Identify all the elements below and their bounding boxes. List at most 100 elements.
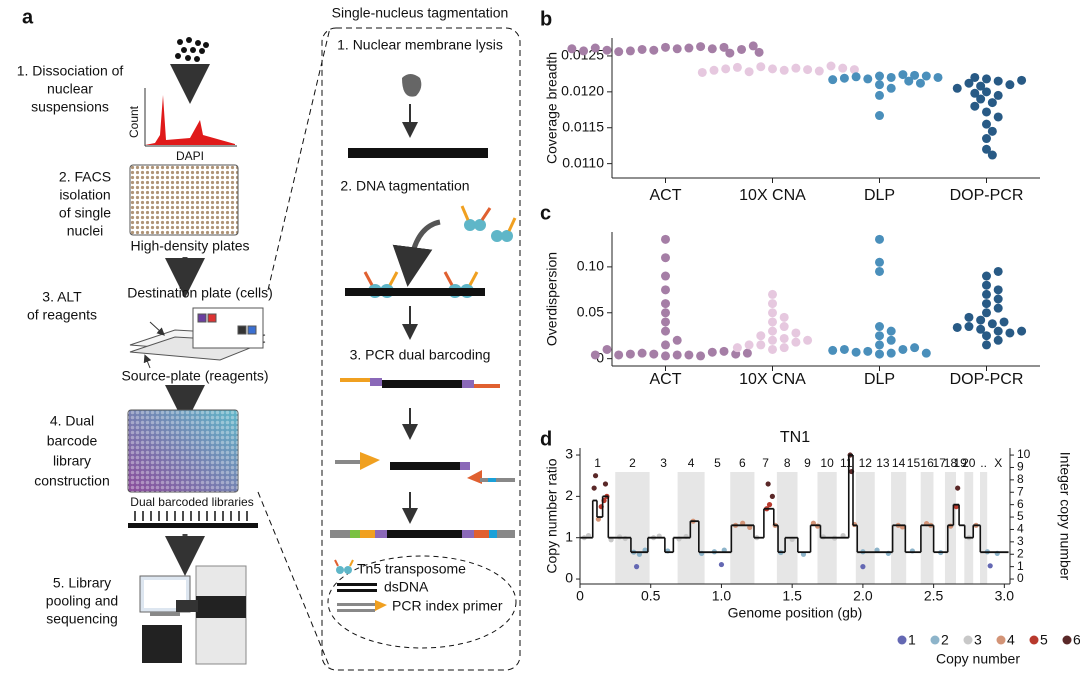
chromosome-label: 4 [688,456,695,470]
swarm-point [768,299,777,309]
plate-icon [129,164,239,236]
dashed-box [321,27,521,671]
swarm-point [838,63,848,73]
copy-point [633,564,640,570]
zoom-line [267,27,331,291]
nucleus-icon [402,74,422,97]
step-text: 1. Dissociation of [17,63,124,79]
swarm-point [649,349,659,359]
swarm-point [952,322,962,332]
swarm-point [875,71,884,81]
chromosome-band [855,472,875,584]
swarm-point [748,41,758,51]
y-tick-label: 3 [565,446,573,462]
step-text: suspensions [31,99,109,115]
step-text: 3. ALT [42,289,82,305]
swarm-point [993,303,1003,313]
dna-bar [348,148,488,158]
arrow [392,219,441,287]
swarm-point [719,42,729,52]
y-axis-label: Copy number ratio [544,458,560,573]
box-title: Single-nucleus tagmentation [332,5,509,21]
y-tick-label: 0.0120 [561,83,604,99]
swarm-point [987,150,997,160]
swarm-point [952,83,962,93]
construct [335,452,515,484]
swarm-point [661,326,670,336]
swarm-point [602,344,612,354]
y2-tick-label: 9 [1017,460,1024,474]
chromosome-band [906,472,921,584]
zoom-line [257,491,331,669]
swarm-point [707,347,717,357]
swarm-point [661,42,670,52]
x-tick-label: 1.5 [782,588,802,604]
swarm-point [625,46,635,56]
legend-text: 3 [974,632,982,648]
chromosome-label: 8 [784,456,791,470]
swarm-point [1017,326,1027,336]
chromosome-band [580,472,615,584]
x-tick-label: 2.0 [853,588,873,604]
x-tick-label: DOP-PCR [950,371,1024,388]
swarm-point [567,44,577,54]
swarm-point [590,350,600,360]
swarm-point [725,48,735,58]
copy-point [592,473,599,479]
swarm-point [614,350,624,360]
y-tick-label: 0.0115 [562,118,604,134]
swarm-point [993,266,1003,276]
step-text: isolation [59,187,110,203]
chromosome-band [817,472,837,584]
caption: Destination plate (cells) [127,285,273,301]
y2-tick-label: 7 [1017,484,1024,498]
swarm-point [976,315,986,325]
legend-swatch [930,635,940,645]
panel-label: c [540,202,551,224]
panel-label: d [540,428,552,450]
y2-tick-label: 0 [1017,571,1024,585]
chromosome-label: 9 [804,456,811,470]
swarm-point [661,299,670,309]
swarm-point [661,308,670,318]
swarm-point [828,345,838,355]
swarm-point [661,234,670,244]
swarm-point [849,65,859,75]
copy-point [860,564,866,570]
swarm-point [976,81,986,91]
copy-point [955,485,961,491]
swarm-point [875,340,884,350]
swarm-point [982,308,991,318]
copy-point [766,502,773,508]
swarm-point [661,317,670,327]
tn5-icons [363,205,517,298]
swarm-point [828,75,838,85]
swarm-point [982,144,991,154]
legend-text: 5 [1040,632,1048,648]
swarm-point [993,285,1003,295]
step-text: 5. Library [53,575,111,591]
swarm-point [970,101,980,111]
swarm-point [768,326,777,336]
swarm-point [976,94,986,104]
swarm-point [661,271,670,281]
legend-text: 4 [1007,632,1015,648]
x-axis-label: Genome position (gb) [728,605,863,621]
chromosome-band [875,472,891,584]
y-tick-label: 2 [565,487,573,503]
swarm-point [721,64,731,74]
chromosome-label: 18 [944,456,958,470]
swarm-point [672,350,682,360]
copy-point [718,561,725,568]
swarm-point [982,87,991,97]
step-text: 3. PCR dual barcoding [350,347,491,363]
x-tick-label: DLP [864,371,895,388]
swarm-point [637,44,647,54]
chromosome-band [754,472,776,584]
legend-text: PCR index primer [392,598,503,614]
swarm-point [684,43,694,53]
chromosome-label: 16 [920,456,934,470]
copy-point [602,481,609,487]
legend-swatch [1029,635,1039,645]
